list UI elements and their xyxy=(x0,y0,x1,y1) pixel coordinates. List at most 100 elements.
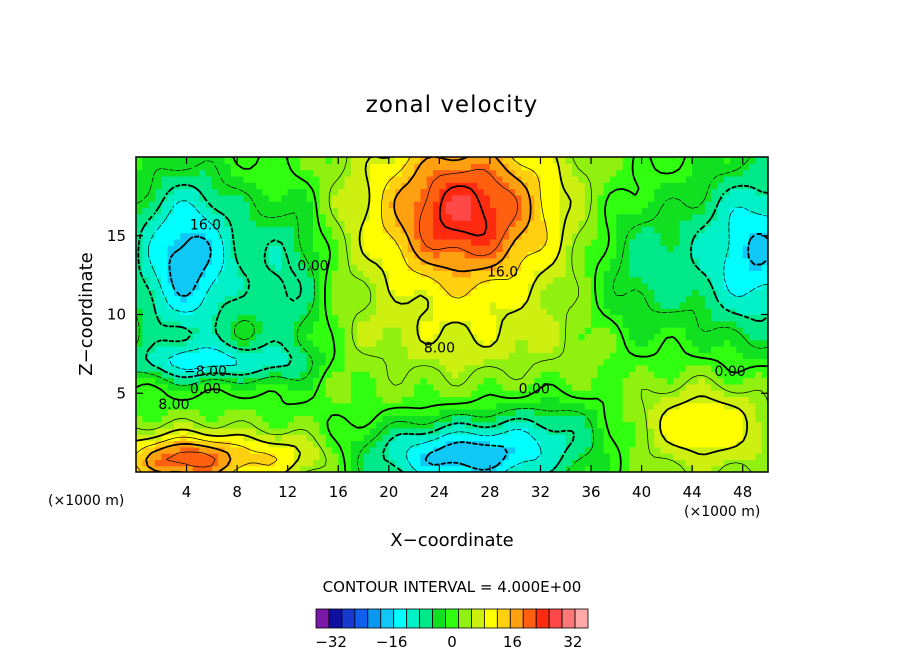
contour-cell xyxy=(369,446,377,454)
contour-cell xyxy=(698,396,706,404)
contour-cell xyxy=(287,207,295,215)
contour-cell xyxy=(205,213,213,221)
contour-cell xyxy=(666,352,674,360)
contour-cell xyxy=(256,257,263,265)
contour-cell xyxy=(243,175,251,183)
contour-cell xyxy=(578,364,586,372)
contour-cell xyxy=(660,327,668,334)
contour-cell xyxy=(723,371,731,379)
contour-cell xyxy=(527,301,535,309)
contour-cell xyxy=(761,220,768,227)
contour-cell xyxy=(154,232,162,240)
contour-cell xyxy=(426,346,434,353)
contour-cell xyxy=(635,390,643,397)
contour-cell xyxy=(338,264,346,271)
contour-cell xyxy=(578,308,586,316)
contour-cell xyxy=(414,232,421,240)
contour-cell xyxy=(445,358,453,366)
contour-cell xyxy=(666,314,674,322)
contour-cell xyxy=(414,314,421,322)
contour-cell xyxy=(395,333,403,341)
contour-cell xyxy=(376,364,384,372)
contour-cell xyxy=(161,409,169,416)
contour-cell xyxy=(287,459,295,467)
contour-cell xyxy=(704,459,712,467)
contour-cell xyxy=(723,465,731,472)
contour-cell xyxy=(275,201,282,208)
contour-cell xyxy=(224,415,232,423)
contour-cell xyxy=(388,188,396,196)
contour-cell xyxy=(470,232,478,240)
contour-cell xyxy=(275,409,282,416)
contour-cell xyxy=(237,251,245,259)
contour-cell xyxy=(584,459,592,467)
contour-cell xyxy=(591,415,598,423)
contour-cell xyxy=(211,453,219,460)
contour-cell xyxy=(654,421,662,429)
contour-cell xyxy=(167,163,175,171)
contour-cell xyxy=(218,169,226,177)
contour-cell xyxy=(489,333,497,341)
contour-cell xyxy=(192,465,200,472)
contour-cell xyxy=(692,270,700,278)
contour-cell xyxy=(723,276,731,284)
contour-cell xyxy=(319,427,327,435)
contour-cell xyxy=(294,371,301,379)
contour-cell xyxy=(628,270,636,278)
contour-cell xyxy=(136,364,143,372)
contour-cell xyxy=(540,339,548,347)
contour-cell xyxy=(572,346,579,353)
contour-cell xyxy=(452,327,459,334)
contour-cell xyxy=(161,289,169,297)
contour-cell xyxy=(736,270,744,278)
contour-cell xyxy=(199,163,207,171)
contour-cell xyxy=(502,220,510,227)
contour-cell xyxy=(382,459,390,467)
contour-cell xyxy=(546,352,554,360)
contour-cell xyxy=(167,157,175,164)
contour-cell xyxy=(331,390,339,397)
contour-cell xyxy=(344,245,352,253)
contour-cell xyxy=(591,182,598,190)
contour-cell xyxy=(673,295,681,303)
contour-cell xyxy=(508,163,516,171)
contour-cell xyxy=(148,383,156,391)
contour-cell xyxy=(496,440,504,448)
contour-cell xyxy=(452,220,459,227)
contour-cell xyxy=(186,283,194,290)
contour-cell xyxy=(660,251,668,259)
contour-cell xyxy=(306,358,314,366)
contour-cell xyxy=(433,383,440,391)
contour-cell xyxy=(205,314,213,322)
contour-cell xyxy=(300,226,308,234)
contour-cell xyxy=(679,188,687,196)
contour-cell xyxy=(243,232,251,240)
contour-cell xyxy=(723,434,731,442)
contour-cell xyxy=(641,327,649,334)
contour-cell xyxy=(363,308,371,316)
contour-cell xyxy=(711,182,719,190)
contour-cell xyxy=(173,232,181,240)
contour-cell xyxy=(205,270,213,278)
contour-cell xyxy=(704,440,712,448)
contour-cell xyxy=(584,314,592,322)
contour-cell xyxy=(407,163,415,171)
contour-cell xyxy=(521,396,529,404)
contour-cell xyxy=(647,327,655,334)
contour-cell xyxy=(344,415,352,423)
contour-cell xyxy=(464,415,472,423)
contour-cell xyxy=(401,283,409,290)
contour-cell xyxy=(635,270,643,278)
contour-cell xyxy=(136,402,143,410)
contour-cell xyxy=(546,207,554,215)
contour-cell xyxy=(540,377,548,385)
contour-cell xyxy=(477,182,485,190)
contour-cell xyxy=(591,175,598,183)
contour-cell xyxy=(338,220,346,227)
contour-cell xyxy=(407,157,415,164)
contour-cell xyxy=(489,238,497,246)
contour-cell xyxy=(584,434,592,442)
contour-cell xyxy=(287,453,295,460)
contour-cell xyxy=(420,175,428,183)
contour-cell xyxy=(211,301,219,309)
